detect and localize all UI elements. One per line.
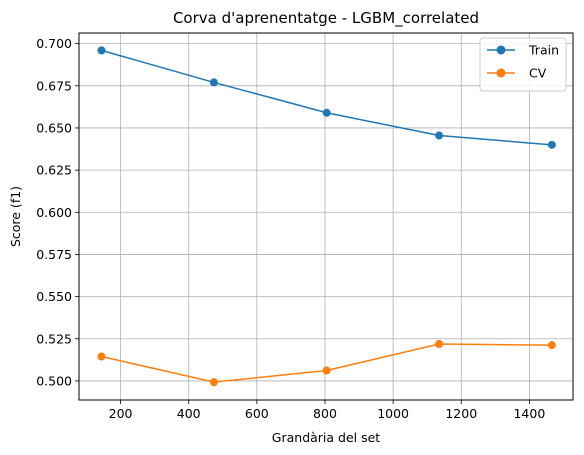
x-tick-label: 1000: [377, 406, 409, 421]
x-tick-label: 200: [109, 406, 133, 421]
y-axis-title: Score (f1): [8, 186, 23, 247]
data-point-cv: [209, 378, 218, 387]
data-point-cv: [547, 341, 556, 350]
y-tick-label: 0.500: [36, 373, 72, 388]
y-tick-label: 0.625: [36, 163, 72, 178]
y-tick-label: 0.575: [36, 247, 72, 262]
y-tick-label: 0.675: [36, 78, 72, 93]
y-tick-label: 0.650: [36, 120, 72, 135]
data-point-train: [435, 131, 444, 140]
data-point-cv: [97, 352, 106, 361]
data-point-train: [322, 108, 331, 117]
legend-marker-cv: [496, 68, 506, 78]
x-tick-label: 1400: [513, 406, 545, 421]
y-tick-label: 0.550: [36, 289, 72, 304]
y-tick-label: 0.600: [36, 205, 72, 220]
legend-label-train: Train: [528, 43, 559, 58]
axis-ticks: 200 400 600 800 1000 1200 1400 0.500 0.525 0.550 0…: [36, 36, 545, 421]
y-tick-label: 0.525: [36, 331, 72, 346]
x-axis-title: Grandària del set: [272, 430, 381, 445]
data-point-cv: [435, 340, 444, 349]
y-tick-label: 0.700: [36, 36, 72, 51]
x-tick-label: 800: [313, 406, 337, 421]
data-point-train: [209, 78, 218, 87]
x-tick-label: 1200: [445, 406, 477, 421]
plot-frame: [78, 32, 574, 401]
x-tick-label: 600: [245, 406, 269, 421]
x-tick-label: 400: [177, 406, 201, 421]
legend-label-cv: CV: [529, 66, 547, 81]
chart-title: Corva d'aprenentatge - LGBM_correlated: [173, 9, 479, 28]
series-layer: [97, 46, 556, 387]
legend-marker-train: [496, 45, 506, 55]
data-point-train: [547, 140, 556, 149]
data-point-train: [97, 46, 106, 55]
legend: Train CV: [479, 37, 567, 92]
data-point-cv: [322, 366, 331, 375]
